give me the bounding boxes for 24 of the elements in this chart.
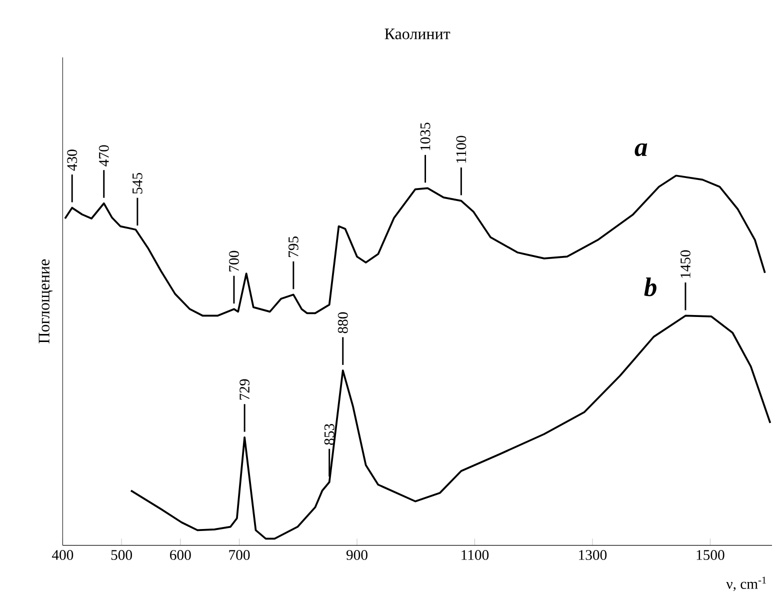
x-tick-label: 600 <box>170 550 191 560</box>
x-tick-label: 1300 <box>579 550 607 560</box>
annotation: 430 <box>67 150 78 171</box>
annotation: 1035 <box>420 122 430 150</box>
x-tick-label: 400 <box>52 550 74 560</box>
x-tick-label: 1500 <box>696 550 724 560</box>
annotation: 545 <box>132 172 142 194</box>
annotation: 1450 <box>680 250 690 278</box>
y-axis-title: Поглощение <box>38 259 53 344</box>
x-axis-title: ν, cm$^{-1}$ <box>726 576 766 592</box>
chart-title: Каолинит <box>384 28 450 40</box>
series-label: a <box>634 143 648 156</box>
x-tick-label: 900 <box>346 550 368 560</box>
x-tick-label: 500 <box>111 550 132 560</box>
legend-label: b <box>644 277 656 296</box>
annotation: 729 <box>240 379 250 400</box>
annotation: 880 <box>338 312 348 334</box>
annotation: 470 <box>98 145 109 166</box>
x-tick-label: 700 <box>229 550 250 560</box>
annotation: 700 <box>229 250 239 272</box>
annotation: 1100 <box>456 136 466 163</box>
annotation: 853 <box>324 424 334 445</box>
x-tick-label: 1100 <box>462 550 489 560</box>
annotation: 795 <box>288 236 298 257</box>
